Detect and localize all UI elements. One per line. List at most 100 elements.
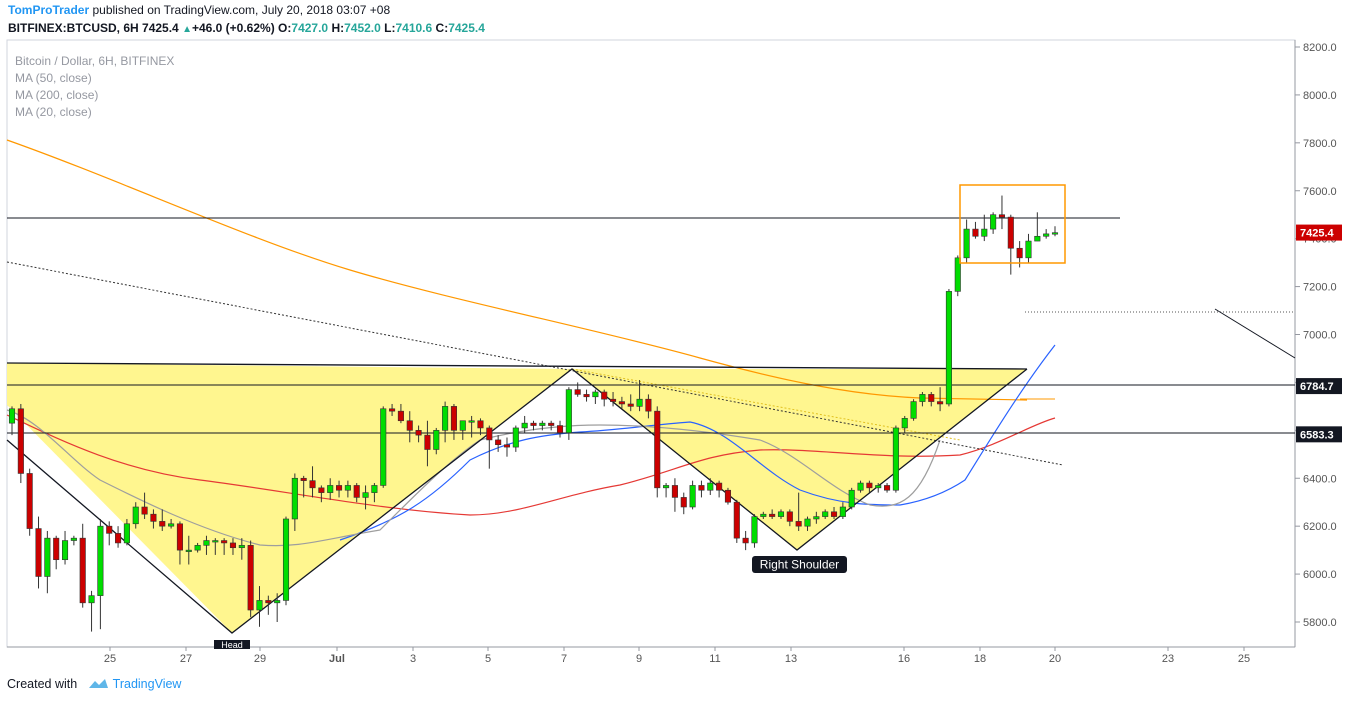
candle-body[interactable]	[839, 506, 846, 517]
candle-body[interactable]	[724, 489, 731, 503]
candle-body[interactable]	[742, 537, 749, 544]
candle-body[interactable]	[353, 485, 360, 498]
candle-body[interactable]	[8, 408, 16, 424]
candle-body[interactable]	[265, 600, 272, 604]
candle-body[interactable]	[671, 485, 678, 498]
candle-body[interactable]	[150, 513, 157, 522]
candle-body[interactable]	[371, 485, 378, 493]
candle-body[interactable]	[866, 482, 873, 489]
candle-body[interactable]	[433, 430, 440, 450]
candle-body[interactable]	[212, 540, 219, 543]
candle-body[interactable]	[159, 521, 166, 527]
candle-body[interactable]	[698, 485, 705, 491]
candle-body[interactable]	[486, 427, 493, 441]
candle-body[interactable]	[813, 516, 820, 520]
candle-body[interactable]	[521, 422, 528, 429]
candle-body[interactable]	[592, 391, 599, 398]
candle-body[interactable]	[919, 394, 926, 402]
legend-ma20[interactable]: MA (20, close)	[15, 105, 92, 119]
candle-body[interactable]	[627, 403, 634, 407]
candle-body[interactable]	[256, 600, 263, 611]
candle-body[interactable]	[309, 480, 316, 489]
candle-body[interactable]	[477, 420, 484, 429]
candle-body[interactable]	[875, 485, 882, 489]
candle-body[interactable]	[450, 406, 457, 431]
candle-body[interactable]	[35, 528, 42, 577]
author-name[interactable]: TomProTrader	[8, 3, 90, 17]
candle-body[interactable]	[636, 398, 643, 407]
candle-body[interactable]	[760, 513, 767, 517]
candle-body[interactable]	[822, 511, 829, 517]
candle-body[interactable]	[442, 406, 449, 431]
candle-body[interactable]	[574, 389, 581, 395]
candle-body[interactable]	[168, 523, 175, 527]
candle-body[interactable]	[459, 420, 466, 431]
price-axis[interactable]: 8200.08000.07800.07600.07400.07200.07000…	[1295, 42, 1337, 629]
candle-body[interactable]	[601, 391, 608, 400]
candle-body[interactable]	[97, 525, 104, 596]
candle-body[interactable]	[583, 394, 590, 398]
candle-body[interactable]	[229, 542, 237, 549]
candle-body[interactable]	[884, 485, 891, 491]
candle-body[interactable]	[247, 545, 254, 611]
candle-body[interactable]	[751, 516, 758, 544]
candle-body[interactable]	[61, 540, 69, 561]
candle-body[interactable]	[495, 439, 502, 446]
candle-body[interactable]	[132, 506, 139, 525]
consolidation-box[interactable]	[959, 184, 1066, 264]
candle-body[interactable]	[804, 518, 811, 527]
candle-body[interactable]	[70, 537, 77, 541]
candle-body[interactable]	[397, 410, 404, 422]
candle-body[interactable]	[707, 482, 714, 491]
candle-body[interactable]	[203, 540, 210, 546]
candle-body[interactable]	[981, 228, 988, 237]
candle-body[interactable]	[1043, 233, 1050, 237]
tradingview-cloud-icon[interactable]	[87, 677, 109, 692]
candle-body[interactable]	[503, 444, 511, 448]
candle-body[interactable]	[1007, 216, 1014, 249]
time-axis[interactable]: 25 27 29 Jul 3 5 7 9 11 13 16 18 20 23 25	[104, 647, 1250, 665]
candle-body[interactable]	[998, 214, 1006, 218]
candle-body[interactable]	[26, 473, 33, 529]
candle-body[interactable]	[548, 422, 555, 426]
candle-body[interactable]	[176, 523, 183, 551]
candle-body[interactable]	[733, 501, 740, 539]
candle-body[interactable]	[680, 497, 687, 508]
candle-body[interactable]	[88, 595, 95, 604]
candle-body[interactable]	[344, 485, 351, 491]
candle-body[interactable]	[327, 485, 334, 493]
annotation-badge[interactable]	[752, 556, 847, 573]
candle-body[interactable]	[336, 485, 343, 491]
candle-body[interactable]	[556, 425, 564, 434]
candle-body[interactable]	[1034, 235, 1041, 242]
candle-body[interactable]	[123, 523, 130, 544]
annotation-badge[interactable]	[214, 640, 250, 649]
candle-body[interactable]	[44, 537, 51, 577]
candle-body[interactable]	[530, 422, 537, 426]
candle-body[interactable]	[618, 401, 625, 405]
candle-body[interactable]	[892, 427, 899, 491]
candle-body[interactable]	[910, 401, 917, 419]
candle-body[interactable]	[318, 487, 325, 493]
candle-body[interactable]	[937, 401, 944, 405]
candle-body[interactable]	[1051, 232, 1059, 235]
candle-body[interactable]	[362, 492, 369, 498]
candle-body[interactable]	[565, 389, 572, 434]
candle-body[interactable]	[786, 511, 793, 522]
candle-body[interactable]	[769, 513, 776, 517]
legend-ma50[interactable]: MA (50, close)	[15, 71, 92, 85]
candle-body[interactable]	[539, 422, 546, 426]
candle-body[interactable]	[115, 533, 122, 544]
candle-body[interactable]	[1025, 240, 1032, 259]
legend-ma200[interactable]: MA (200, close)	[15, 88, 99, 102]
candle-body[interactable]	[106, 525, 113, 534]
candle-body[interactable]	[972, 228, 979, 237]
candle-body[interactable]	[795, 521, 802, 527]
candle-body[interactable]	[777, 511, 785, 517]
candle-body[interactable]	[17, 408, 24, 474]
candle-body[interactable]	[716, 482, 723, 491]
tradingview-link[interactable]: TradingView	[112, 677, 182, 691]
candle-body[interactable]	[654, 410, 661, 489]
candle-body[interactable]	[238, 545, 245, 549]
